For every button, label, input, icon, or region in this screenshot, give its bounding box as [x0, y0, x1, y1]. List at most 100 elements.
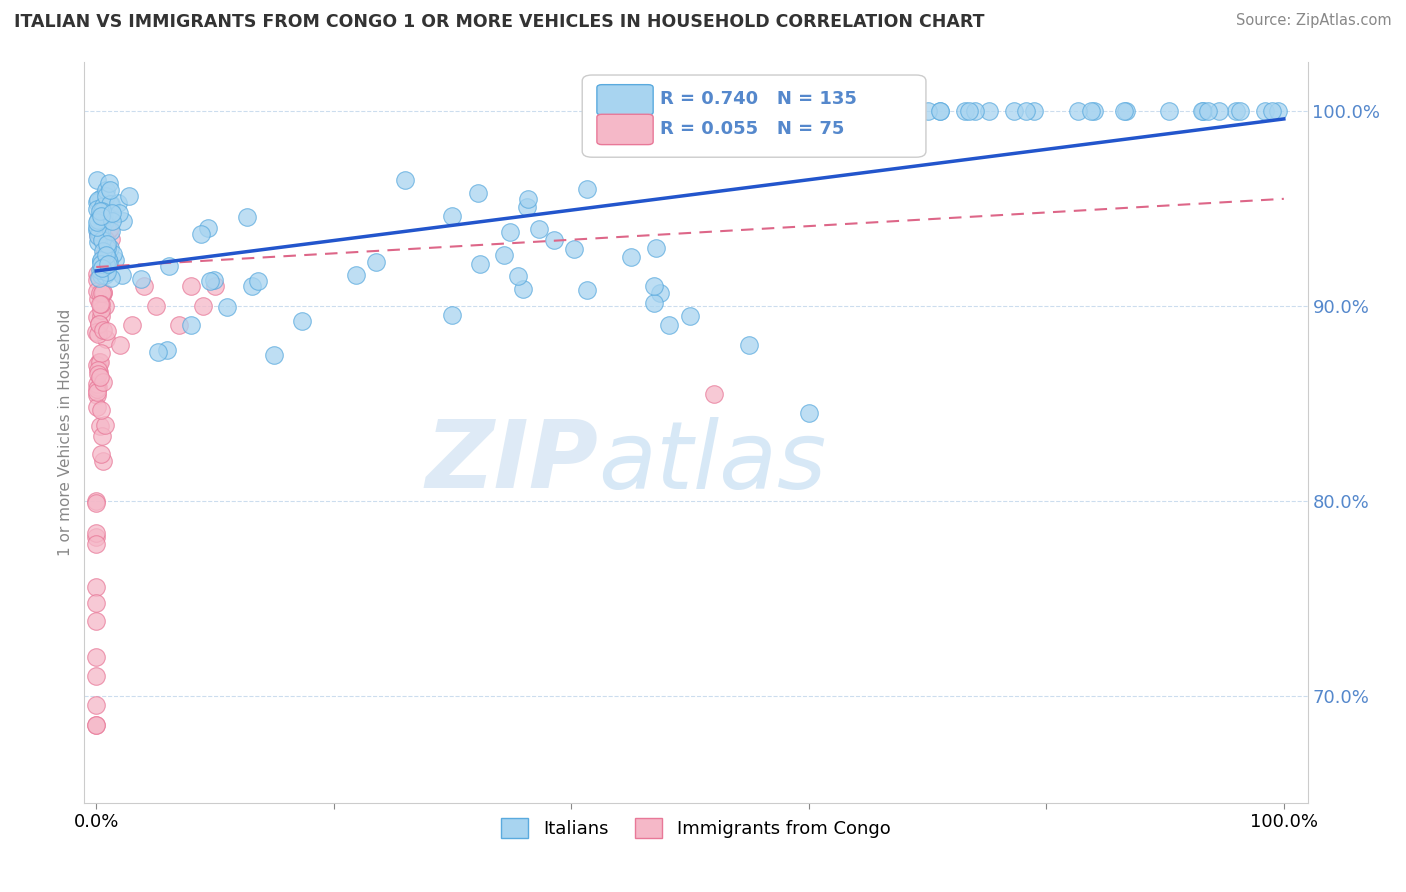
Point [1192, 104, 1215, 119]
Point [156, 343, 179, 357]
Point [515, 201, 537, 215]
Point [1197, 104, 1219, 119]
Point [90, 191, 112, 205]
Text: R = 0.740   N = 135: R = 0.740 N = 135 [661, 90, 858, 109]
Point [96, 236, 118, 251]
Point [86, 223, 108, 237]
Point [89, 355, 111, 369]
Point [344, 268, 367, 282]
Text: ZIP: ZIP [425, 417, 598, 508]
Point [100, 231, 122, 245]
Point [98, 205, 121, 219]
Point [84, 537, 107, 551]
Point [620, 250, 643, 264]
Point [94, 232, 117, 246]
Point [576, 182, 599, 196]
Point [100, 197, 122, 211]
Point [89, 317, 111, 331]
Point [364, 254, 387, 268]
FancyBboxPatch shape [598, 114, 654, 145]
Point [291, 314, 314, 328]
Point [91, 221, 114, 235]
Point [516, 192, 538, 206]
Point [108, 338, 131, 352]
Point [894, 104, 917, 119]
Point [90, 302, 112, 317]
Point [90, 447, 112, 461]
Point [90, 204, 112, 219]
Point [86, 215, 108, 229]
Point [543, 233, 565, 247]
Point [1115, 104, 1137, 119]
Point [89, 418, 111, 433]
Point [87, 228, 110, 243]
Point [97, 252, 120, 266]
Point [98, 221, 121, 235]
Point [93, 200, 115, 214]
Point [1066, 104, 1088, 119]
FancyBboxPatch shape [598, 85, 654, 115]
Point [89, 286, 111, 301]
Point [738, 338, 761, 352]
Point [1015, 104, 1038, 119]
Point [132, 279, 155, 293]
Point [1254, 104, 1277, 119]
Point [90, 346, 112, 360]
Point [957, 104, 980, 119]
Point [97, 254, 120, 268]
Point [118, 189, 141, 203]
Point [84, 718, 107, 732]
Point [84, 530, 107, 544]
Point [91, 199, 114, 213]
Point [91, 285, 114, 299]
Point [84, 649, 107, 664]
Point [93, 247, 115, 261]
Point [235, 210, 257, 224]
Point [658, 318, 681, 333]
Point [87, 225, 110, 239]
Point [129, 271, 152, 285]
Point [91, 454, 114, 468]
Point [111, 268, 134, 283]
Point [91, 286, 114, 301]
Point [86, 310, 108, 324]
Point [180, 279, 202, 293]
Text: ITALIAN VS IMMIGRANTS FROM CONGO 1 OR MORE VEHICLES IN HOUSEHOLD CORRELATION CHA: ITALIAN VS IMMIGRANTS FROM CONGO 1 OR MO… [14, 13, 984, 31]
Point [794, 104, 817, 119]
Point [679, 309, 702, 323]
Point [96, 257, 118, 271]
Point [96, 257, 118, 271]
Y-axis label: 1 or more Vehicles in Household: 1 or more Vehicles in Household [58, 309, 73, 557]
Point [100, 224, 122, 238]
Point [562, 242, 585, 256]
Point [84, 494, 107, 508]
Point [953, 104, 976, 119]
Point [215, 300, 238, 314]
Point [800, 104, 823, 119]
Point [94, 183, 117, 197]
Point [98, 183, 121, 197]
Point [90, 402, 112, 417]
Point [977, 104, 1000, 119]
Point [94, 213, 117, 227]
Point [1191, 104, 1213, 119]
Point [494, 248, 516, 262]
Point [200, 274, 222, 288]
Point [1225, 104, 1247, 119]
Point [575, 283, 598, 297]
Point [240, 279, 263, 293]
Point [86, 202, 108, 216]
Point [650, 285, 672, 300]
Point [197, 221, 219, 235]
Point [86, 382, 108, 396]
Point [901, 104, 924, 119]
Point [1083, 104, 1105, 119]
Point [86, 388, 108, 402]
Point [89, 263, 111, 277]
Point [1267, 104, 1289, 119]
Point [90, 309, 112, 323]
Text: R = 0.055   N = 75: R = 0.055 N = 75 [661, 120, 845, 138]
Point [93, 417, 115, 432]
Point [90, 257, 112, 271]
FancyBboxPatch shape [582, 75, 927, 157]
